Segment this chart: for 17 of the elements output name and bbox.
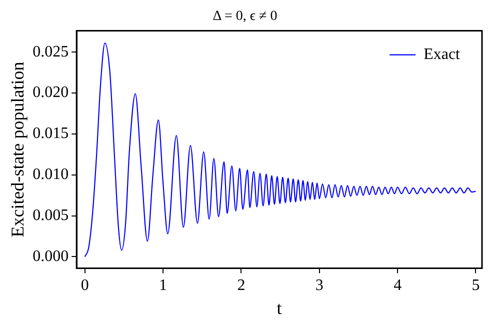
y-tick-label: 0.000 — [32, 248, 69, 265]
x-axis-title: t — [276, 298, 282, 318]
y-tick-label: 0.010 — [32, 166, 69, 184]
y-axis-title: Excited-state population — [8, 62, 28, 238]
x-tick-label: 0 — [80, 277, 89, 294]
x-tick-label: 4 — [394, 277, 402, 294]
legend-label: Exact — [424, 46, 461, 64]
x-tick-label: 1 — [159, 277, 168, 294]
x-tick-label: 2 — [237, 277, 246, 294]
y-tick-label: 0.020 — [32, 84, 69, 102]
y-tick-label: 0.005 — [32, 207, 69, 224]
x-tick-label: 5 — [472, 277, 480, 294]
y-tick-label: 0.015 — [32, 125, 69, 142]
chart-title: Δ = 0, ϵ ≠ 0 — [212, 9, 278, 24]
x-tick-label: 3 — [315, 277, 324, 294]
line-series — [84, 42, 476, 258]
y-tick-label: 0.025 — [32, 43, 69, 60]
